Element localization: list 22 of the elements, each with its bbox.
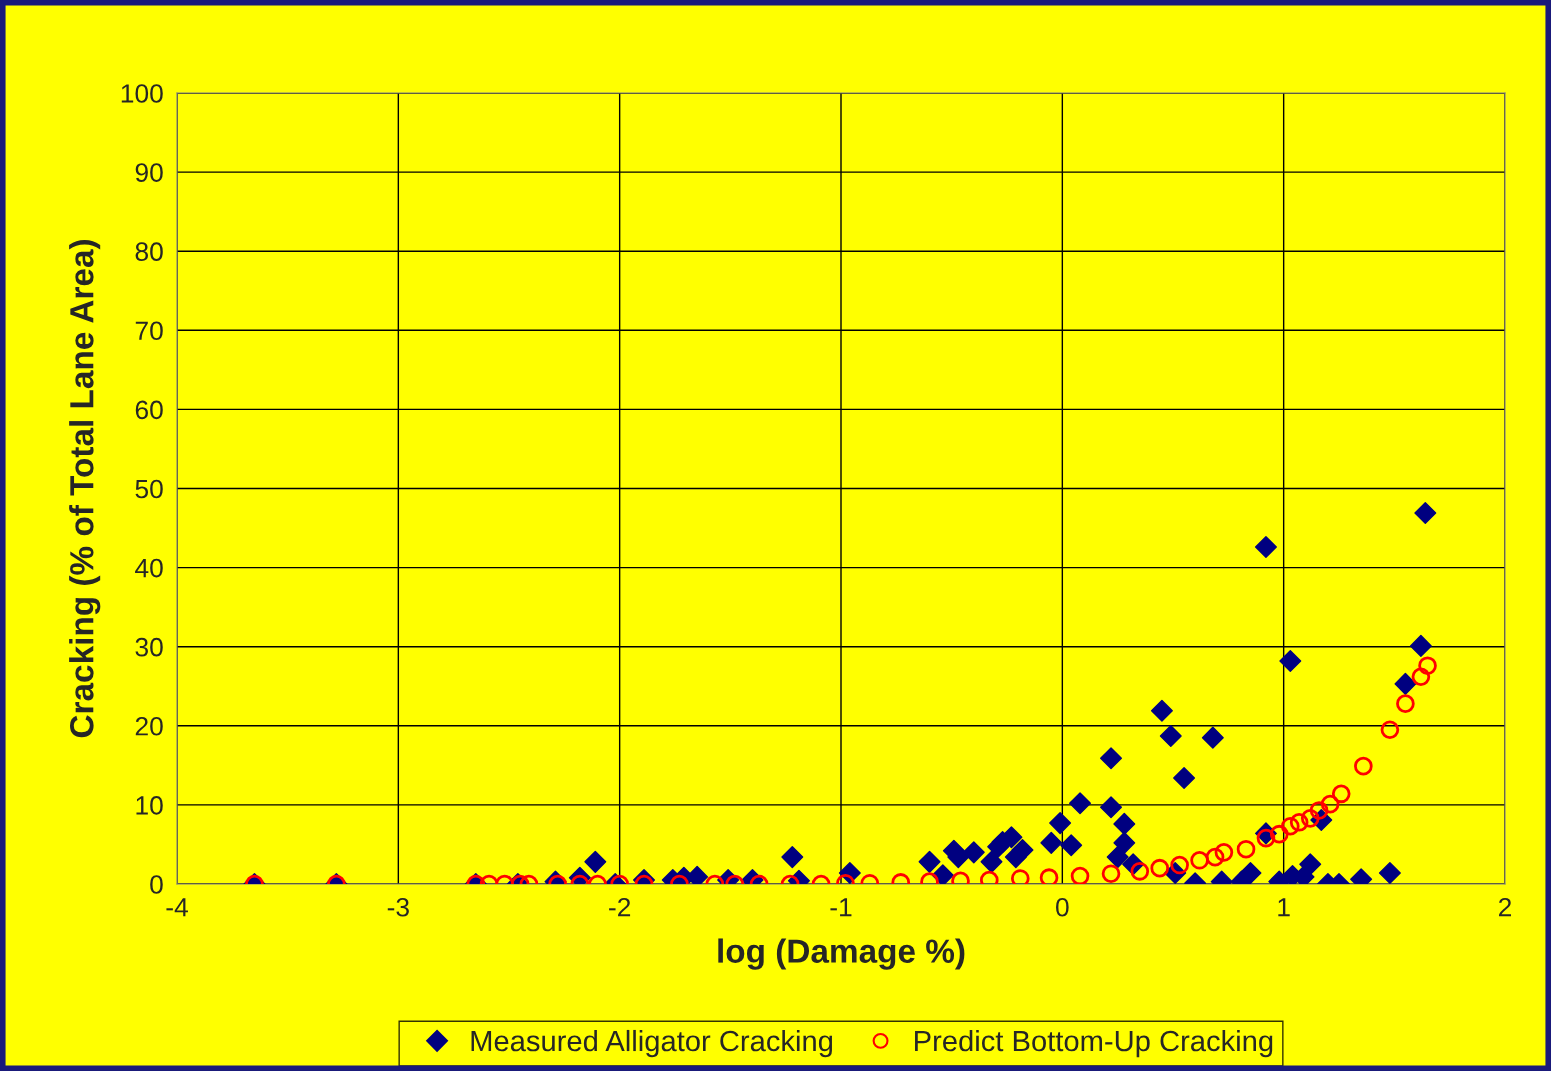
y-tick-label: 80 [135,242,163,262]
x-tick-label: 2 [1498,897,1512,917]
x-tick-label: 0 [1056,897,1069,917]
x-tick-label: -3 [387,897,409,917]
x-tick-label: 1 [1278,898,1290,917]
y-tick-label: 10 [136,796,163,815]
y-tick-label: 20 [135,716,163,736]
y-tick-label: 70 [135,321,163,341]
y-tick-label: 0 [150,875,163,894]
x-axis-title: log (Damage %) [718,938,965,970]
y-tick-label: 40 [135,558,163,578]
x-tick-label: -4 [166,898,188,917]
legend-label: Measured Alligator Cracking [471,1029,833,1058]
y-tick-label: 60 [135,400,163,420]
y-tick-label: 90 [135,163,163,182]
x-tick-label: -2 [609,897,631,917]
y-tick-label: 100 [121,84,163,103]
y-tick-label: 50 [135,479,163,499]
y-axis-title: Cracking (% of Total Lane Area) [69,240,101,738]
x-tick-label: -1 [830,898,852,917]
y-tick-label: 30 [135,637,163,657]
legend-label: Predict Bottom-Up Cracking [915,1029,1273,1058]
